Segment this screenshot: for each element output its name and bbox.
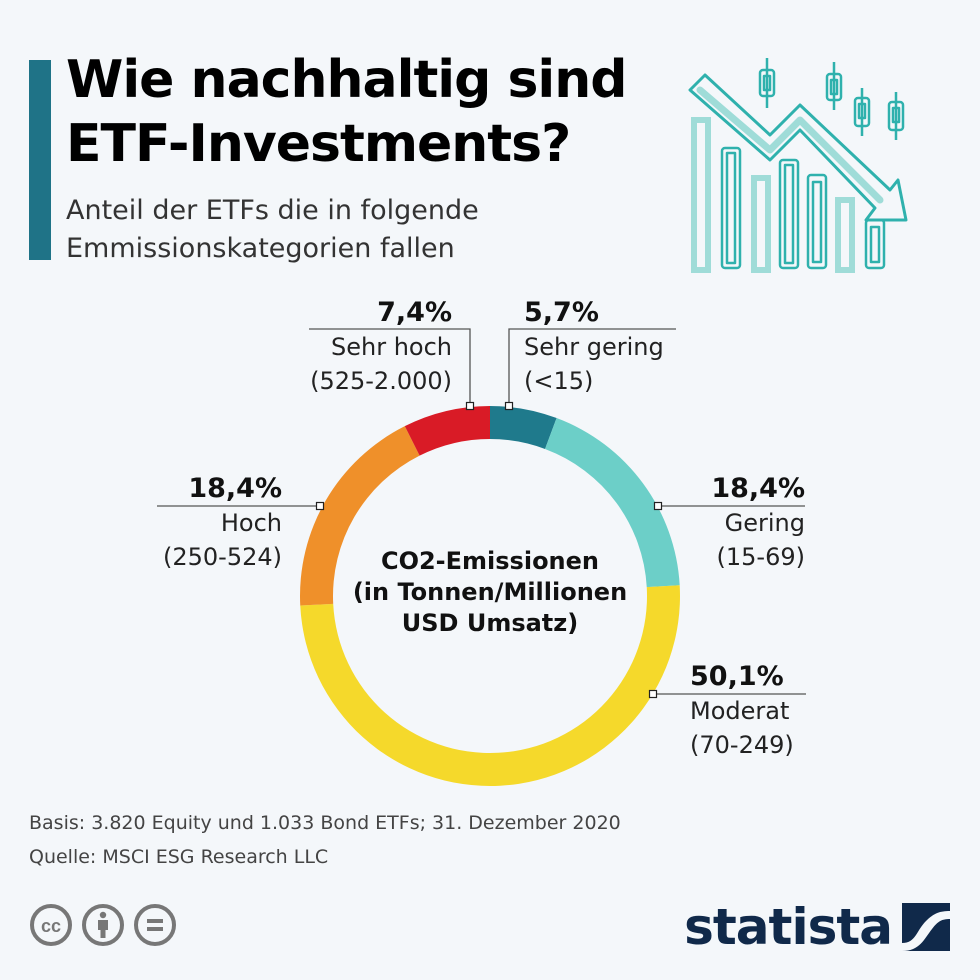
license-icons: cc (29, 903, 177, 947)
footer-source: Quelle: MSCI ESG Research LLC (29, 846, 329, 868)
svg-text:cc: cc (41, 916, 61, 936)
title-line-2: ETF-Investments? (66, 114, 571, 174)
leader-marker-hoch (315, 501, 325, 511)
subtitle: Anteil der ETFs die in folgende Emmissio… (66, 192, 479, 268)
slice-label-sehr-hoch: 7,4% Sehr hoch (525-2.000) (310, 296, 452, 398)
slice-range: (70-249) (690, 731, 794, 759)
center-label-line-1: CO2-Emissionen (380, 547, 600, 575)
leader-marker-sehr-hoch (465, 401, 475, 411)
no-derivatives-icon[interactable] (133, 903, 177, 947)
subtitle-line-2: Emmissionskategorien fallen (66, 233, 455, 264)
statista-logo[interactable]: statista (684, 898, 950, 956)
cc-icon[interactable]: cc (29, 903, 73, 947)
statista-logo-icon (902, 903, 950, 951)
donut-slice-hoch (300, 426, 420, 606)
center-label-line-3: USD Umsatz) (401, 609, 579, 637)
donut-slice-moderat (300, 585, 681, 787)
slice-range: (250-524) (162, 543, 282, 571)
title-line-1: Wie nachhaltig sind (66, 50, 627, 110)
slice-name: Moderat (690, 697, 790, 725)
center-label-line-2: (in Tonnen/Millionen (352, 578, 628, 606)
slice-label-moderat: 50,1% Moderat (70-249) (690, 660, 794, 762)
declining-chart-illustration-icon (688, 58, 908, 273)
donut-center-label: CO2-Emissionen (in Tonnen/Millionen USD … (330, 546, 650, 639)
donut-slice-sehr-gering (490, 406, 557, 449)
slice-value: 7,4% (377, 297, 452, 328)
slice-value: 5,7% (524, 297, 599, 328)
donut-slice-sehr-hoch (404, 406, 490, 456)
slice-label-sehr-gering: 5,7% Sehr gering (<15) (524, 296, 664, 398)
slice-range: (<15) (524, 367, 594, 395)
donut-slice-gering (545, 418, 680, 588)
slice-name: Hoch (220, 509, 282, 537)
leader-marker-sehr-gering (504, 401, 514, 411)
slice-label-gering: 18,4% Gering (15-69) (711, 472, 805, 574)
slice-range: (15-69) (716, 543, 805, 571)
subtitle-line-1: Anteil der ETFs die in folgende (66, 195, 479, 226)
leader-line-sehr-hoch (309, 328, 471, 406)
leader-marker-moderat (648, 689, 658, 699)
slice-label-hoch: 18,4% Hoch (250-524) (163, 472, 282, 574)
page-title: Wie nachhaltig sind ETF-Investments? (66, 48, 627, 176)
footer-basis: Basis: 3.820 Equity und 1.033 Bond ETFs;… (29, 812, 621, 834)
slice-value: 50,1% (690, 661, 784, 692)
slice-name: Gering (724, 509, 805, 537)
slice-range: (525-2.000) (310, 367, 452, 395)
attribution-icon[interactable] (81, 903, 125, 947)
leader-marker-gering (653, 501, 663, 511)
slice-name: Sehr hoch (330, 333, 452, 361)
leader-line-sehr-gering (508, 328, 676, 406)
slice-value: 18,4% (711, 473, 805, 504)
slice-name: Sehr gering (524, 333, 664, 361)
brand-name: statista (684, 898, 893, 956)
slice-value: 18,4% (188, 473, 282, 504)
accent-bar (29, 60, 51, 260)
